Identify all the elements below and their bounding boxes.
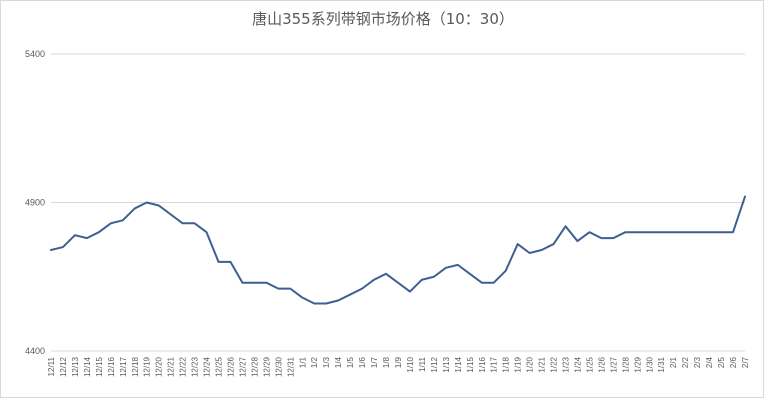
x-tick-label: 12/27 <box>238 356 247 377</box>
x-tick-label: 12/20 <box>155 356 164 377</box>
x-tick-label: 2/3 <box>693 356 702 368</box>
y-tick-label: 5400 <box>25 49 45 59</box>
x-tick-label: 1/12 <box>430 356 439 372</box>
x-tick-label: 1/25 <box>585 356 594 372</box>
x-tick-label: 12/15 <box>95 356 104 377</box>
x-tick-label: 12/24 <box>203 356 212 377</box>
x-tick-label: 1/3 <box>322 356 331 368</box>
x-tick-label: 1/8 <box>382 356 391 368</box>
x-tick-label: 12/21 <box>167 356 176 377</box>
x-tick-label: 12/16 <box>107 356 116 377</box>
x-tick-label: 12/25 <box>215 356 224 377</box>
x-tick-label: 1/24 <box>573 356 582 372</box>
price-series-line <box>50 195 746 305</box>
x-tick-label: 1/21 <box>538 356 547 372</box>
x-tick-label: 1/29 <box>633 356 642 372</box>
y-tick-label: 4400 <box>25 346 45 356</box>
x-tick-label: 2/7 <box>741 356 750 368</box>
x-tick-label: 12/23 <box>191 356 200 377</box>
x-tick-label: 1/26 <box>597 356 606 372</box>
x-tick-label: 1/15 <box>466 356 475 372</box>
x-tick-label: 12/17 <box>119 356 128 377</box>
x-tick-label: 1/16 <box>478 356 487 372</box>
x-tick-label: 1/27 <box>609 356 618 372</box>
x-tick-label: 12/14 <box>83 356 92 377</box>
x-tick-label: 2/1 <box>669 356 678 368</box>
x-tick-label: 12/18 <box>131 356 140 377</box>
x-tick-label: 12/19 <box>143 356 152 377</box>
x-tick-label: 1/13 <box>442 356 451 372</box>
y-tick-label: 4900 <box>25 198 45 208</box>
x-tick-label: 12/11 <box>47 356 56 376</box>
x-tick-label: 1/31 <box>657 356 666 372</box>
x-tick-label: 1/4 <box>334 356 343 368</box>
x-tick-label: 1/1 <box>298 356 307 368</box>
x-tick-label: 12/28 <box>250 356 259 377</box>
x-tick-label: 1/19 <box>514 356 523 372</box>
x-tick-label: 1/5 <box>346 356 355 368</box>
x-tick-label: 1/23 <box>562 356 571 372</box>
x-tick-label: 2/2 <box>681 356 690 368</box>
x-tick-label: 12/22 <box>179 356 188 377</box>
x-axis-ticks: 12/11 12/12 12/13 12/14 12/15 12/16 12/17 12/18… <box>47 356 750 377</box>
x-tick-label: 2/6 <box>729 356 738 368</box>
x-tick-label: 2/5 <box>717 356 726 368</box>
x-tick-label: 1/6 <box>358 356 367 368</box>
y-axis-ticks: 4400 4900 5400 <box>25 49 45 356</box>
x-tick-label: 1/20 <box>526 356 535 372</box>
x-tick-label: 1/7 <box>370 356 379 368</box>
x-tick-label: 1/18 <box>502 356 511 372</box>
x-tick-label: 12/30 <box>274 356 283 377</box>
x-tick-label: 1/14 <box>454 356 463 372</box>
x-tick-label: 12/29 <box>262 356 271 377</box>
x-tick-label: 1/10 <box>406 356 415 372</box>
chart-title: 唐山355系列带钢市场价格（10：30） <box>252 10 514 28</box>
x-tick-label: 1/17 <box>490 356 499 372</box>
x-tick-label: 1/2 <box>310 356 319 368</box>
x-tick-label: 12/26 <box>226 356 235 377</box>
x-tick-label: 1/22 <box>550 356 559 372</box>
x-tick-label: 12/12 <box>59 356 68 377</box>
x-tick-label: 1/28 <box>621 356 630 372</box>
series <box>50 195 746 305</box>
x-tick-label: 12/31 <box>286 356 295 377</box>
x-tick-label: 12/13 <box>71 356 80 377</box>
gridlines <box>51 53 745 352</box>
x-tick-label: 2/4 <box>705 356 714 368</box>
x-tick-label: 1/11 <box>418 356 427 372</box>
x-tick-label: 1/9 <box>394 356 403 368</box>
x-tick-label: 1/30 <box>645 356 654 372</box>
